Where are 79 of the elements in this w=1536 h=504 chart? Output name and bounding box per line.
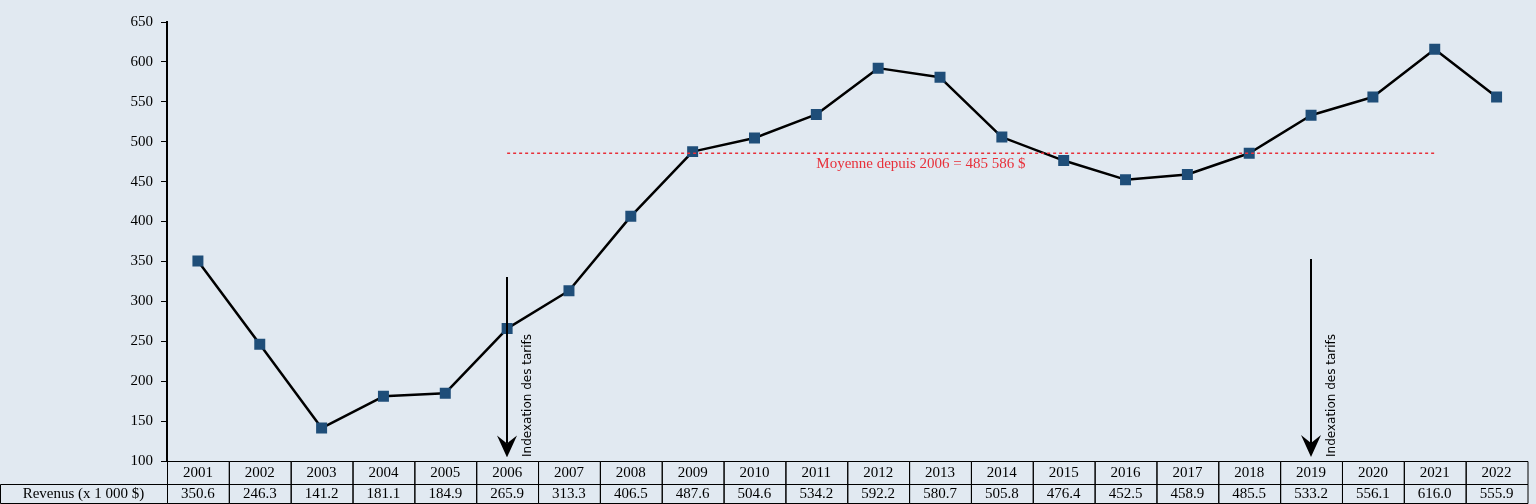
x-tick-label: 2007 [553, 464, 585, 481]
data-label: 458.9 [1170, 485, 1205, 502]
point [1120, 174, 1132, 186]
y-tick-label: 650 [130, 12, 153, 29]
point [996, 131, 1008, 143]
y-tick-label: 600 [130, 52, 153, 69]
data-label: 184.9 [428, 485, 463, 502]
x-tick-label: 2005 [430, 464, 461, 481]
point [1367, 91, 1379, 103]
x-tick-label: 2020 [1357, 464, 1388, 481]
point [192, 255, 204, 267]
data-label: 476.4 [1046, 485, 1082, 502]
x-tick-label: 2002 [244, 464, 275, 481]
y-tick-label: 450 [130, 172, 153, 189]
data-label: 452.5 [1108, 485, 1143, 502]
point [1491, 91, 1503, 103]
x-tick-label: 2018 [1234, 464, 1265, 481]
y-tick-label: 400 [130, 212, 153, 229]
ref-line-label: Moyenne depuis 2006 = 485 586 $ [816, 154, 1027, 171]
x-tick-label: 2004 [368, 464, 399, 481]
x-tick-label: 2013 [925, 464, 956, 481]
x-tick-label: 2022 [1481, 464, 1512, 481]
x-tick-label: 2010 [739, 464, 770, 481]
y-tick-label: 350 [130, 252, 153, 269]
x-tick-label: 2003 [306, 464, 337, 481]
data-label: 265.9 [490, 485, 524, 502]
point [563, 285, 575, 297]
data-label: 504.6 [737, 485, 772, 502]
point [439, 387, 451, 399]
data-label: 350.6 [181, 485, 216, 502]
data-label: 505.8 [984, 485, 1019, 502]
data-label: 313.3 [552, 485, 586, 502]
data-label: 592.2 [861, 485, 896, 502]
point [1181, 169, 1193, 181]
x-tick-label: 2019 [1296, 464, 1327, 481]
data-label: 246.3 [242, 485, 277, 502]
point [1305, 109, 1317, 121]
data-label: 406.5 [613, 485, 648, 502]
x-tick-label: 2016 [1110, 464, 1142, 481]
data-label: 616.0 [1417, 485, 1452, 502]
y-tick-label: 500 [130, 132, 153, 149]
x-tick-label: 2015 [1048, 464, 1079, 481]
x-tick-label: 2012 [863, 464, 894, 481]
x-tick-label: 2009 [677, 464, 708, 481]
x-tick-label: 2008 [615, 464, 646, 481]
data-label: 580.7 [923, 485, 958, 502]
x-tick-label: 2001 [182, 464, 213, 481]
data-label: 555.9 [1479, 485, 1514, 502]
annotation: Indexation des tarifs [1323, 333, 1340, 457]
point [254, 338, 266, 350]
point [1429, 43, 1441, 55]
point [377, 390, 389, 402]
point [316, 422, 328, 434]
x-tick-label: 2011 [801, 464, 832, 481]
point [749, 132, 760, 144]
x-tick-label: 2021 [1419, 464, 1450, 481]
point [934, 71, 946, 83]
x-tick-label: 2014 [986, 464, 1018, 481]
annotation: Indexation des tarifs [519, 333, 536, 457]
y-tick-label: 250 [130, 332, 153, 349]
y-tick-label: 300 [130, 292, 153, 309]
data-label: 141.2 [304, 485, 339, 502]
y-tick-label: 200 [130, 372, 153, 389]
y-tick-label: 100 [130, 451, 153, 468]
data-label: 533.2 [1294, 485, 1328, 502]
x-tick-label: 2017 [1172, 464, 1203, 481]
data-label: 556.1 [1356, 485, 1390, 502]
y-tick-label: 150 [130, 412, 153, 429]
data-label: 534.2 [799, 485, 834, 502]
text: Revenus (x 1 000 $) [22, 485, 145, 503]
x-tick-label: 2006 [492, 464, 523, 481]
point [625, 210, 637, 222]
point [872, 62, 884, 74]
data-label: 485.5 [1232, 485, 1267, 502]
point [1058, 155, 1070, 167]
point [810, 108, 822, 120]
y-tick-label: 550 [130, 92, 153, 109]
data-label: 487.6 [675, 485, 711, 502]
data-label: 181.1 [366, 485, 401, 502]
